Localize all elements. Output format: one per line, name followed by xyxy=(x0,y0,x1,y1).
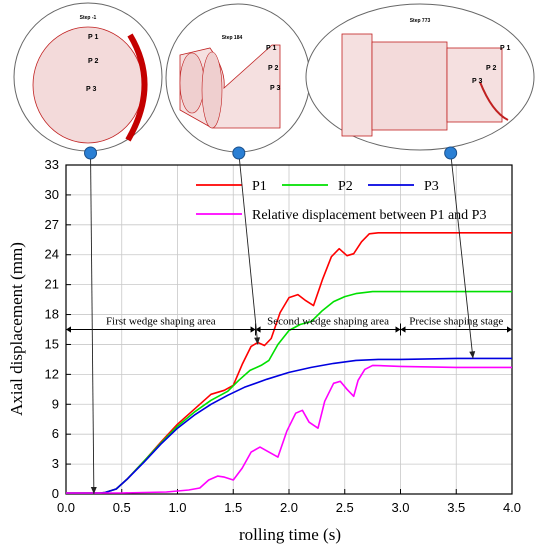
pointer-head-3 xyxy=(469,351,476,359)
pointer-line-3 xyxy=(450,152,474,359)
x-tick-label: 1.5 xyxy=(224,500,242,515)
legend-label-4: Relative displacement between P1 and P3 xyxy=(252,208,486,223)
inset-step-initial: Step -1 P 1 P 2 P 3 xyxy=(13,2,163,152)
inset-3-title: Step 773 xyxy=(410,18,431,24)
inset-3-p1: P 1 xyxy=(500,45,510,52)
stage-label-3: Precise shaping stage xyxy=(409,316,503,328)
x-tick-label: 2.0 xyxy=(280,500,298,515)
x-tick-label: 0.0 xyxy=(57,500,75,515)
y-tick-label: 33 xyxy=(45,157,59,172)
stage-arrowhead-right-3 xyxy=(507,326,512,333)
stage-label-2: Second wedge shaping area xyxy=(267,316,389,328)
y-tick-label: 12 xyxy=(45,366,59,381)
inset-2-title: Step 184 xyxy=(222,35,243,41)
pointer-line-2 xyxy=(238,152,259,345)
plot-area: 0.0 0.5 1.0 1.5 2.0 2.5 3.0 3.5 4.0 0 3 6 9 12 15 18 21 2… xyxy=(45,146,521,515)
inset-2-p3: P 3 xyxy=(270,85,280,92)
inset-3-p2: P 2 xyxy=(486,65,496,72)
inset-2-p1: P 1 xyxy=(266,45,276,52)
x-tick-label: 3.5 xyxy=(447,500,465,515)
mesh-insets: Step -1 P 1 P 2 P 3 Step 184 P 1 P 2 P 3… xyxy=(13,2,535,153)
series-line-4 xyxy=(66,364,512,494)
y-tick-label: 0 xyxy=(52,486,59,501)
legend-label-3: P3 xyxy=(424,179,439,194)
stage-arrowhead-left-3 xyxy=(400,326,406,333)
y-tick-label: 27 xyxy=(45,217,59,232)
x-tick-label: 3.0 xyxy=(391,500,409,515)
y-tick-label: 6 xyxy=(52,426,59,441)
pointer-line-1 xyxy=(90,152,95,495)
stage-arrowhead-right-1 xyxy=(250,326,256,333)
y-tick-label: 21 xyxy=(45,277,59,292)
series-line-3 xyxy=(66,357,512,494)
legend-label-1: P1 xyxy=(252,179,267,194)
y-tick-label: 15 xyxy=(45,336,59,351)
inset-step-final: Step 773 P 1 P 2 P 3 xyxy=(305,3,535,151)
y-tick-label: 18 xyxy=(45,307,59,322)
inset-3-p3: P 3 xyxy=(472,78,482,85)
x-tick-label: 2.5 xyxy=(336,500,354,515)
pointer-marker-1 xyxy=(84,146,98,160)
x-tick-label: 4.0 xyxy=(503,500,521,515)
inset-1-title: Step -1 xyxy=(80,15,97,21)
pointer-marker-2 xyxy=(232,146,246,160)
stage-arrowhead-left-1 xyxy=(66,326,71,333)
inset-1-p2: P 2 xyxy=(88,58,98,65)
inset-1-p3: P 3 xyxy=(86,86,96,93)
stage-arrowhead-right-2 xyxy=(395,326,401,333)
inset-2-p2: P 2 xyxy=(268,65,278,72)
pointer-head-1 xyxy=(90,486,97,494)
pointer-marker-3 xyxy=(444,146,458,160)
legend-label-2: P2 xyxy=(338,179,353,194)
x-tick-label: 1.0 xyxy=(168,500,186,515)
stage-label-1: First wedge shaping area xyxy=(106,316,216,328)
y-tick-label: 24 xyxy=(45,247,59,262)
x-tick-label: 0.5 xyxy=(113,500,131,515)
y-tick-label: 3 xyxy=(52,456,59,471)
inset-step-mid: Step 184 P 1 P 2 P 3 xyxy=(165,3,311,153)
x-axis-title: rolling time (s) xyxy=(239,525,341,544)
pointer-head-2 xyxy=(254,337,261,345)
stage-arrowhead-left-2 xyxy=(255,326,261,333)
y-axis-title: Axial displacement (mm) xyxy=(7,242,26,416)
y-tick-label: 9 xyxy=(52,396,59,411)
inset-1-p1: P 1 xyxy=(88,34,98,41)
y-tick-label: 30 xyxy=(45,187,59,202)
